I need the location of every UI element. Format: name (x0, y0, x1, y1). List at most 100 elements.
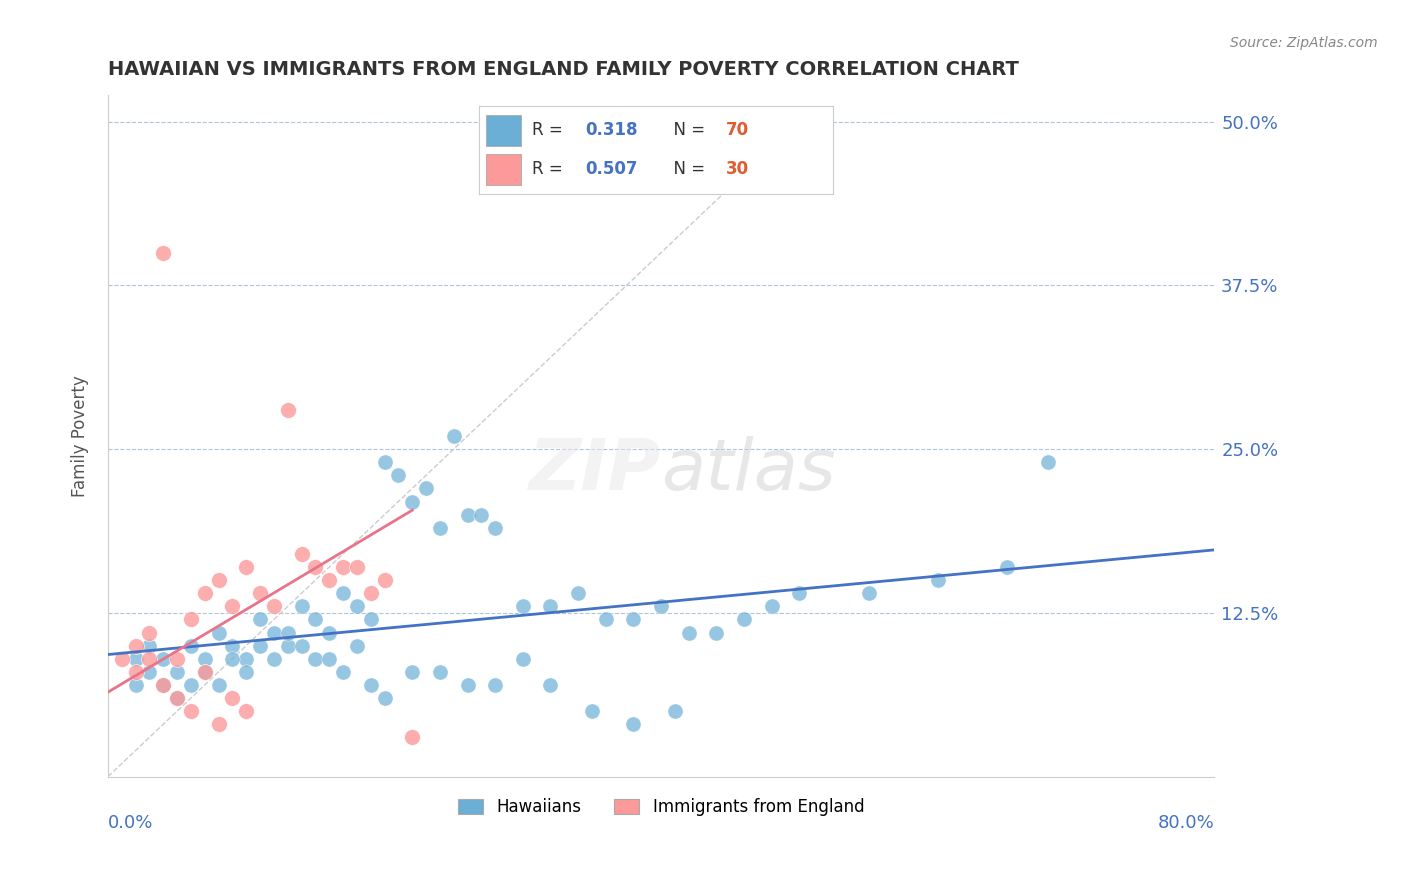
Immigrants from England (152, 678, 174, 692)
Immigrants from England (346, 560, 368, 574)
Hawaiians (360, 612, 382, 626)
Immigrants from England (138, 651, 160, 665)
Hawaiians (166, 665, 188, 679)
Hawaiians (927, 573, 949, 587)
Immigrants from England (401, 731, 423, 745)
Immigrants from England (304, 560, 326, 574)
Immigrants from England (138, 625, 160, 640)
Text: 0.0%: 0.0% (108, 814, 153, 832)
Immigrants from England (249, 586, 271, 600)
Hawaiians (124, 678, 146, 692)
Hawaiians (304, 651, 326, 665)
Hawaiians (221, 651, 243, 665)
Text: HAWAIIAN VS IMMIGRANTS FROM ENGLAND FAMILY POVERTY CORRELATION CHART: HAWAIIAN VS IMMIGRANTS FROM ENGLAND FAMI… (108, 60, 1019, 78)
Hawaiians (263, 651, 285, 665)
Hawaiians (595, 612, 617, 626)
Hawaiians (194, 651, 217, 665)
Immigrants from England (152, 245, 174, 260)
Hawaiians (207, 678, 229, 692)
Immigrants from England (221, 599, 243, 614)
Immigrants from England (166, 651, 188, 665)
Hawaiians (664, 704, 686, 718)
Immigrants from England (207, 573, 229, 587)
Hawaiians (346, 599, 368, 614)
Hawaiians (470, 508, 492, 522)
Immigrants from England (124, 639, 146, 653)
Immigrants from England (180, 704, 202, 718)
Hawaiians (457, 508, 479, 522)
Hawaiians (995, 560, 1018, 574)
Hawaiians (290, 639, 312, 653)
Hawaiians (374, 455, 396, 469)
Hawaiians (166, 691, 188, 706)
Hawaiians (678, 625, 700, 640)
Immigrants from England (207, 717, 229, 731)
Immigrants from England (194, 665, 217, 679)
Hawaiians (540, 599, 562, 614)
Hawaiians (1038, 455, 1060, 469)
Hawaiians (429, 665, 451, 679)
Hawaiians (138, 639, 160, 653)
Hawaiians (346, 639, 368, 653)
Hawaiians (235, 651, 257, 665)
Hawaiians (581, 704, 603, 718)
Hawaiians (290, 599, 312, 614)
Hawaiians (360, 678, 382, 692)
Immigrants from England (166, 691, 188, 706)
Hawaiians (623, 612, 645, 626)
Immigrants from England (263, 599, 285, 614)
Hawaiians (304, 612, 326, 626)
Hawaiians (263, 625, 285, 640)
Immigrants from England (290, 547, 312, 561)
Immigrants from England (221, 691, 243, 706)
Y-axis label: Family Poverty: Family Poverty (72, 376, 89, 497)
Hawaiians (318, 651, 340, 665)
Immigrants from England (235, 560, 257, 574)
Hawaiians (277, 625, 299, 640)
Immigrants from England (180, 612, 202, 626)
Hawaiians (733, 612, 755, 626)
Hawaiians (152, 678, 174, 692)
Hawaiians (650, 599, 672, 614)
Hawaiians (180, 639, 202, 653)
Immigrants from England (124, 665, 146, 679)
Hawaiians (152, 651, 174, 665)
Hawaiians (318, 625, 340, 640)
Hawaiians (138, 665, 160, 679)
Text: 80.0%: 80.0% (1157, 814, 1215, 832)
Immigrants from England (374, 573, 396, 587)
Immigrants from England (318, 573, 340, 587)
Hawaiians (484, 521, 506, 535)
Immigrants from England (235, 704, 257, 718)
Hawaiians (124, 651, 146, 665)
Hawaiians (207, 625, 229, 640)
Hawaiians (401, 494, 423, 508)
Hawaiians (512, 599, 534, 614)
Immigrants from England (194, 586, 217, 600)
Hawaiians (221, 639, 243, 653)
Text: Source: ZipAtlas.com: Source: ZipAtlas.com (1230, 36, 1378, 50)
Immigrants from England (332, 560, 354, 574)
Hawaiians (401, 665, 423, 679)
Hawaiians (387, 468, 409, 483)
Hawaiians (623, 717, 645, 731)
Hawaiians (235, 665, 257, 679)
Hawaiians (415, 482, 437, 496)
Immigrants from England (111, 651, 134, 665)
Hawaiians (374, 691, 396, 706)
Hawaiians (540, 678, 562, 692)
Hawaiians (706, 625, 728, 640)
Hawaiians (512, 651, 534, 665)
Hawaiians (194, 665, 217, 679)
Hawaiians (789, 586, 811, 600)
Hawaiians (457, 678, 479, 692)
Hawaiians (249, 612, 271, 626)
Hawaiians (429, 521, 451, 535)
Hawaiians (484, 678, 506, 692)
Hawaiians (332, 586, 354, 600)
Hawaiians (567, 586, 589, 600)
Immigrants from England (277, 402, 299, 417)
Hawaiians (761, 599, 783, 614)
Hawaiians (332, 665, 354, 679)
Legend: Hawaiians, Immigrants from England: Hawaiians, Immigrants from England (451, 791, 872, 822)
